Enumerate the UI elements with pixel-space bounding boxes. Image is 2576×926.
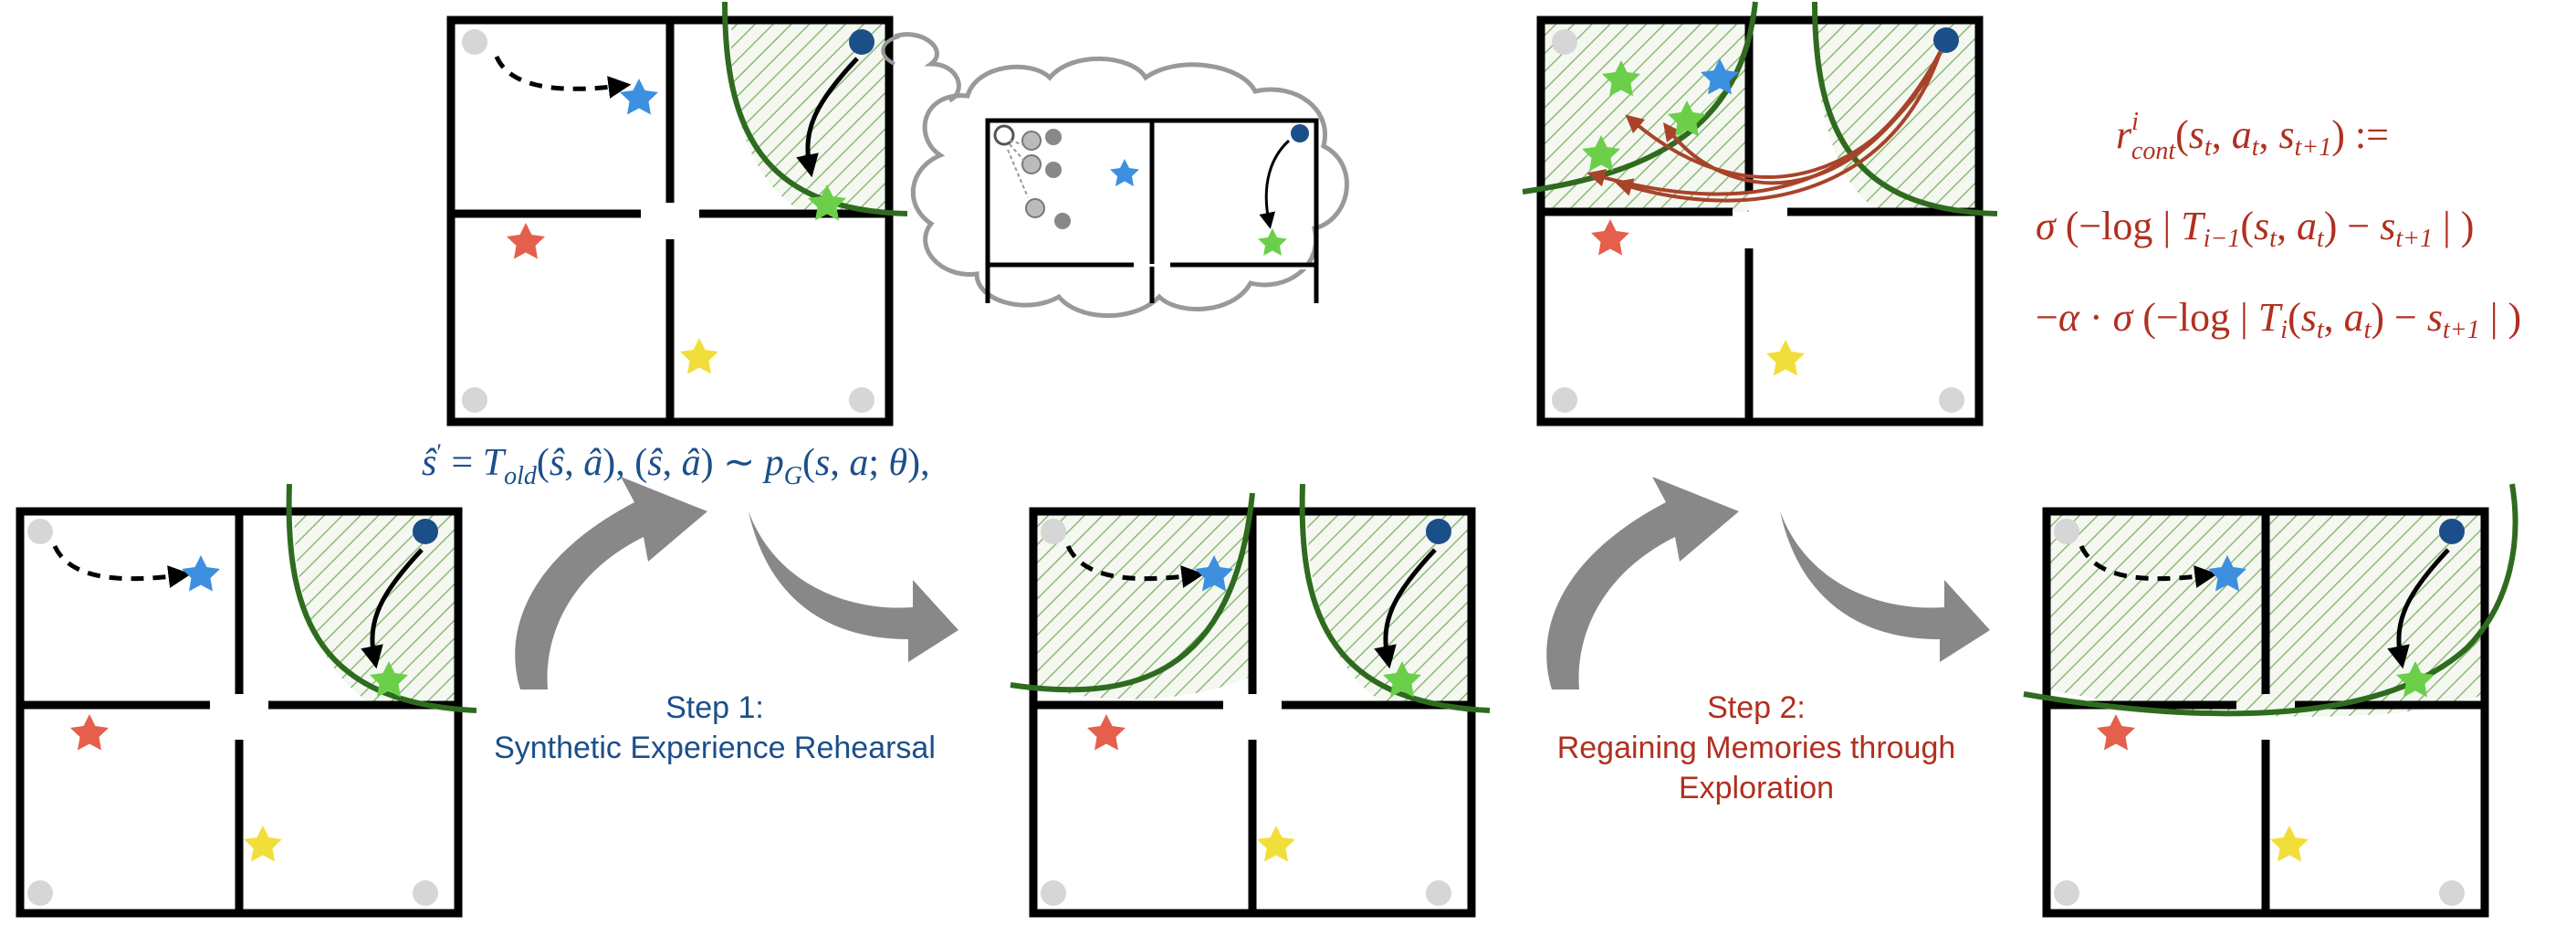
- maze-bottom-right: [2023, 483, 2518, 918]
- corner-dot: [1552, 387, 1577, 413]
- thought-cloud: [881, 32, 1349, 319]
- blue-star: [182, 555, 220, 592]
- dashed-arrow: [2079, 544, 2218, 588]
- step2-label: Step 2: Regaining Memories through Explo…: [1557, 690, 1956, 805]
- hatched-region: [1033, 511, 1252, 700]
- green-star: [808, 184, 846, 221]
- agent-dot: [1933, 27, 1959, 53]
- solid-arrow: [361, 548, 424, 669]
- maze-bottom-middle: [1010, 483, 1491, 918]
- green-boundary: [1010, 492, 1255, 693]
- rehearsal-formula: ŝ′ = Told(ŝ, â), (ŝ, â) ∼ pG(s, a; θ),: [422, 439, 930, 490]
- corner-dot: [1041, 880, 1066, 906]
- corner-dot: [849, 387, 874, 413]
- reward-formula: ri cont(st, at, st+1) := σ (−log | Ti−1(s…: [2036, 108, 2521, 344]
- yellow-star: [1257, 826, 1295, 862]
- green-star: [370, 661, 408, 698]
- step1-subtitle: Synthetic Experience Rehearsal: [494, 731, 936, 765]
- blue-star: [2208, 555, 2246, 592]
- flow-arrow-1: [515, 477, 707, 689]
- yellow-star: [2270, 826, 2309, 862]
- red-star: [70, 714, 109, 751]
- flow-arrow-4: [1780, 511, 1990, 662]
- green-star: [1383, 661, 1421, 698]
- dashed-arrow: [494, 55, 632, 99]
- red-arrow: [1614, 50, 1942, 203]
- green-boundary: [286, 483, 477, 713]
- corner-dot: [462, 29, 487, 55]
- thought-agent-dot: [1291, 124, 1309, 142]
- red-star: [1591, 219, 1629, 256]
- corner-dot: [2054, 519, 2079, 544]
- red-star: [1087, 714, 1126, 751]
- svg-text:ŝ′ = Told(ŝ, â), (ŝ, â) ∼ pG(s: ŝ′ = Told(ŝ, â), (ŝ, â) ∼ pG(s, a; θ),: [422, 439, 930, 490]
- step2-title: Step 2:: [1707, 690, 1806, 725]
- thought-green-star: [1258, 228, 1287, 256]
- corner-dot: [2054, 880, 2079, 906]
- corner-dot: [1041, 519, 1066, 544]
- dashed-arrow: [1065, 544, 1205, 588]
- solid-arrow: [2387, 548, 2450, 669]
- yellow-star: [1766, 340, 1805, 376]
- green-star: [1668, 100, 1706, 137]
- agent-dot: [2439, 519, 2465, 544]
- svg-text:−α · σ (−log | Ti(st, at) − st: −α · σ (−log | Ti(st, at) − st+1 | ): [2036, 295, 2521, 344]
- maze-top-right: [1522, 1, 1998, 426]
- corner-dot: [2439, 880, 2465, 906]
- green-boundary: [1522, 1, 1758, 195]
- maze-bottom-left: [16, 483, 477, 918]
- red-star: [507, 223, 545, 259]
- green-star: [1602, 60, 1640, 97]
- corner-dot: [1426, 880, 1451, 906]
- corner-dot: [27, 880, 53, 906]
- corner-dot: [1939, 387, 1964, 413]
- agent-dot: [849, 29, 874, 55]
- red-arrow: [1662, 50, 1942, 185]
- flow-arrow-2: [749, 511, 958, 662]
- corner-dot: [462, 387, 487, 413]
- solid-arrow: [1374, 548, 1437, 669]
- svg-text:σ (−log | Ti−1(st, at) − st+1: σ (−log | Ti−1(st, at) − st+1 | ): [2036, 204, 2474, 253]
- flow-arrow-3: [1546, 477, 1739, 689]
- solid-arrow: [796, 57, 859, 178]
- yellow-star: [680, 338, 718, 374]
- agent-dot: [1426, 519, 1451, 544]
- thought-blue-star: [1110, 159, 1139, 186]
- blue-star: [620, 79, 658, 115]
- maze-top-left: [446, 1, 908, 426]
- corner-dot: [1552, 29, 1577, 55]
- step2-subtitle-line2: Exploration: [1679, 771, 1834, 805]
- step1-label: Step 1: Synthetic Experience Rehearsal: [494, 690, 936, 765]
- step2-subtitle-line1: Regaining Memories through: [1557, 731, 1956, 765]
- green-star: [2396, 661, 2435, 698]
- start-dot: [993, 124, 1015, 146]
- green-boundary: [722, 1, 908, 216]
- blue-star: [1195, 555, 1233, 592]
- step1-title: Step 1:: [665, 690, 764, 725]
- red-star: [2097, 714, 2135, 751]
- corner-dot: [413, 880, 438, 906]
- yellow-star: [244, 826, 282, 862]
- corner-dot: [27, 519, 53, 544]
- blue-star: [1701, 58, 1739, 95]
- green-star: [1582, 135, 1620, 172]
- dashed-arrow: [52, 544, 192, 588]
- agent-dot: [413, 519, 438, 544]
